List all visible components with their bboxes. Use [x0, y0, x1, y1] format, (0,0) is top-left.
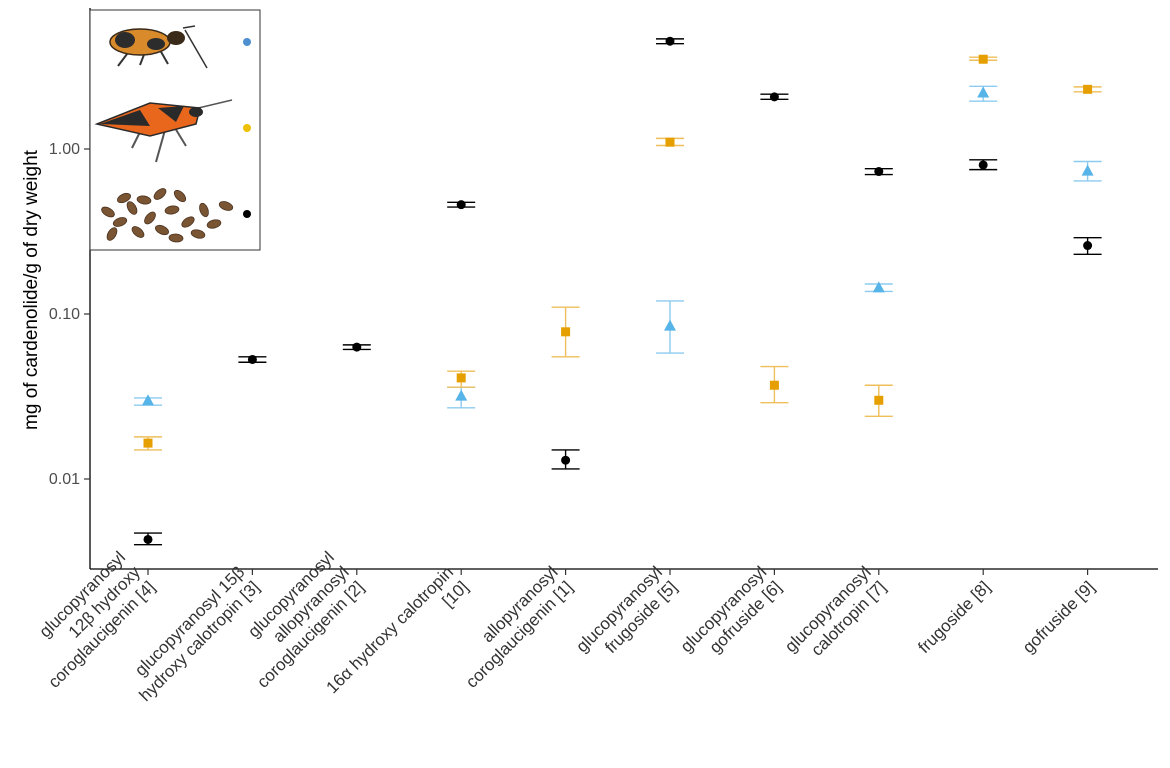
data-point-nymph [561, 327, 571, 337]
x-tick-label: frugoside [8] [914, 577, 994, 657]
data-point-seeds [874, 167, 884, 177]
data-point-adult-bug [664, 319, 676, 331]
x-tick-label-line: frugoside [8] [914, 577, 994, 657]
data-point-adult-bug [1081, 164, 1094, 176]
data-point-nymph [1083, 84, 1093, 94]
nymph-image [94, 99, 233, 163]
data-point-nymph [143, 438, 153, 448]
error-bars [134, 38, 1102, 546]
data-point-nymph [874, 395, 884, 405]
data-point-nymph [978, 54, 988, 64]
legend-marker-nymph [243, 124, 251, 132]
y-tick-label: 1.00 [49, 141, 80, 158]
data-point-seeds [665, 36, 675, 46]
y-ticks: 0.01 0.10 1.00 [49, 141, 90, 488]
data-point-adult-bug [142, 394, 154, 406]
x-tick-label-line: hydroxy calotropin [3] [136, 577, 264, 705]
data-point-seeds [352, 342, 362, 352]
data-point-seeds [247, 354, 257, 364]
data-point-adult-bug [455, 389, 468, 401]
data-point-adult-bug [977, 86, 990, 98]
x-tick-label-line: gofruside [9] [1019, 577, 1099, 657]
data-point-nymph [769, 380, 779, 390]
data-point-nymph [456, 373, 466, 383]
data-point-seeds [978, 160, 988, 170]
y-tick-label: 0.10 [49, 306, 80, 323]
y-tick-label: 0.01 [49, 471, 80, 488]
data-point-seeds [143, 534, 153, 544]
data-points [142, 36, 1094, 544]
adult-bug-image [109, 25, 208, 69]
data-point-seeds [561, 455, 571, 465]
legend-inset [89, 9, 261, 251]
x-tick-label: gofruside [9] [1019, 577, 1099, 657]
seeds-image [101, 188, 234, 243]
data-point-nymph [665, 137, 675, 147]
data-point-seeds [769, 92, 779, 102]
x-tick-label: 16α hydroxy calotropin[10] [323, 563, 472, 698]
legend-marker-seeds [243, 210, 251, 218]
data-point-adult-bug [872, 281, 885, 293]
legend-marker-adult-bug [243, 38, 251, 46]
data-point-seeds [456, 200, 466, 210]
y-axis-title: mg of cardenolide/g of dry weight [21, 149, 42, 430]
data-point-seeds [1083, 241, 1093, 251]
